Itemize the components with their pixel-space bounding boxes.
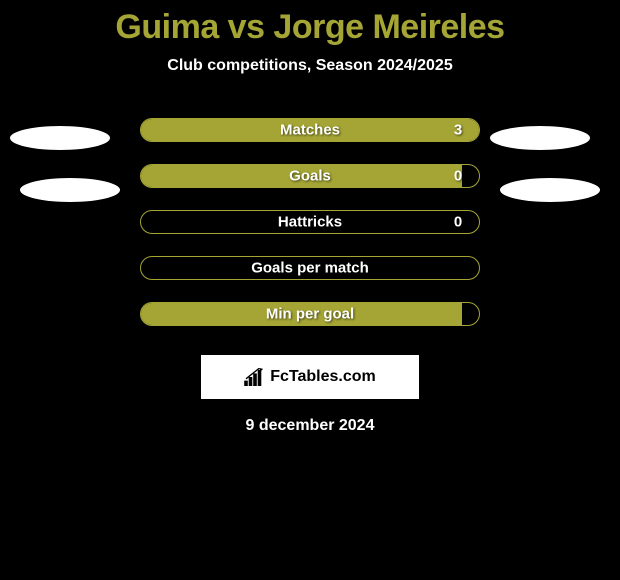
- chart-icon: [244, 368, 266, 386]
- stat-row-goals-per-match: Goals per match: [0, 245, 620, 291]
- stat-label: Goals per match: [251, 260, 369, 277]
- stat-row-min-per-goal: Min per goal: [0, 291, 620, 337]
- page-title: Guima vs Jorge Meireles: [0, 0, 620, 47]
- stats-chart: Matches 3 Goals 0 Hattricks 0 Goals per …: [0, 107, 620, 337]
- stat-row-goals: Goals 0: [0, 153, 620, 199]
- date-label: 9 december 2024: [0, 417, 620, 435]
- stat-row-matches: Matches 3: [0, 107, 620, 153]
- stat-label: Matches: [280, 122, 340, 139]
- logo-text: FcTables.com: [270, 368, 376, 386]
- subtitle: Club competitions, Season 2024/2025: [0, 57, 620, 75]
- stat-value: 0: [454, 168, 462, 185]
- stat-label: Goals: [289, 168, 331, 185]
- stat-label: Hattricks: [278, 214, 342, 231]
- stat-row-hattricks: Hattricks 0: [0, 199, 620, 245]
- stat-value: 3: [454, 122, 462, 139]
- stat-value: 0: [454, 214, 462, 231]
- stat-label: Min per goal: [266, 306, 354, 323]
- logo-box: FcTables.com: [201, 355, 419, 399]
